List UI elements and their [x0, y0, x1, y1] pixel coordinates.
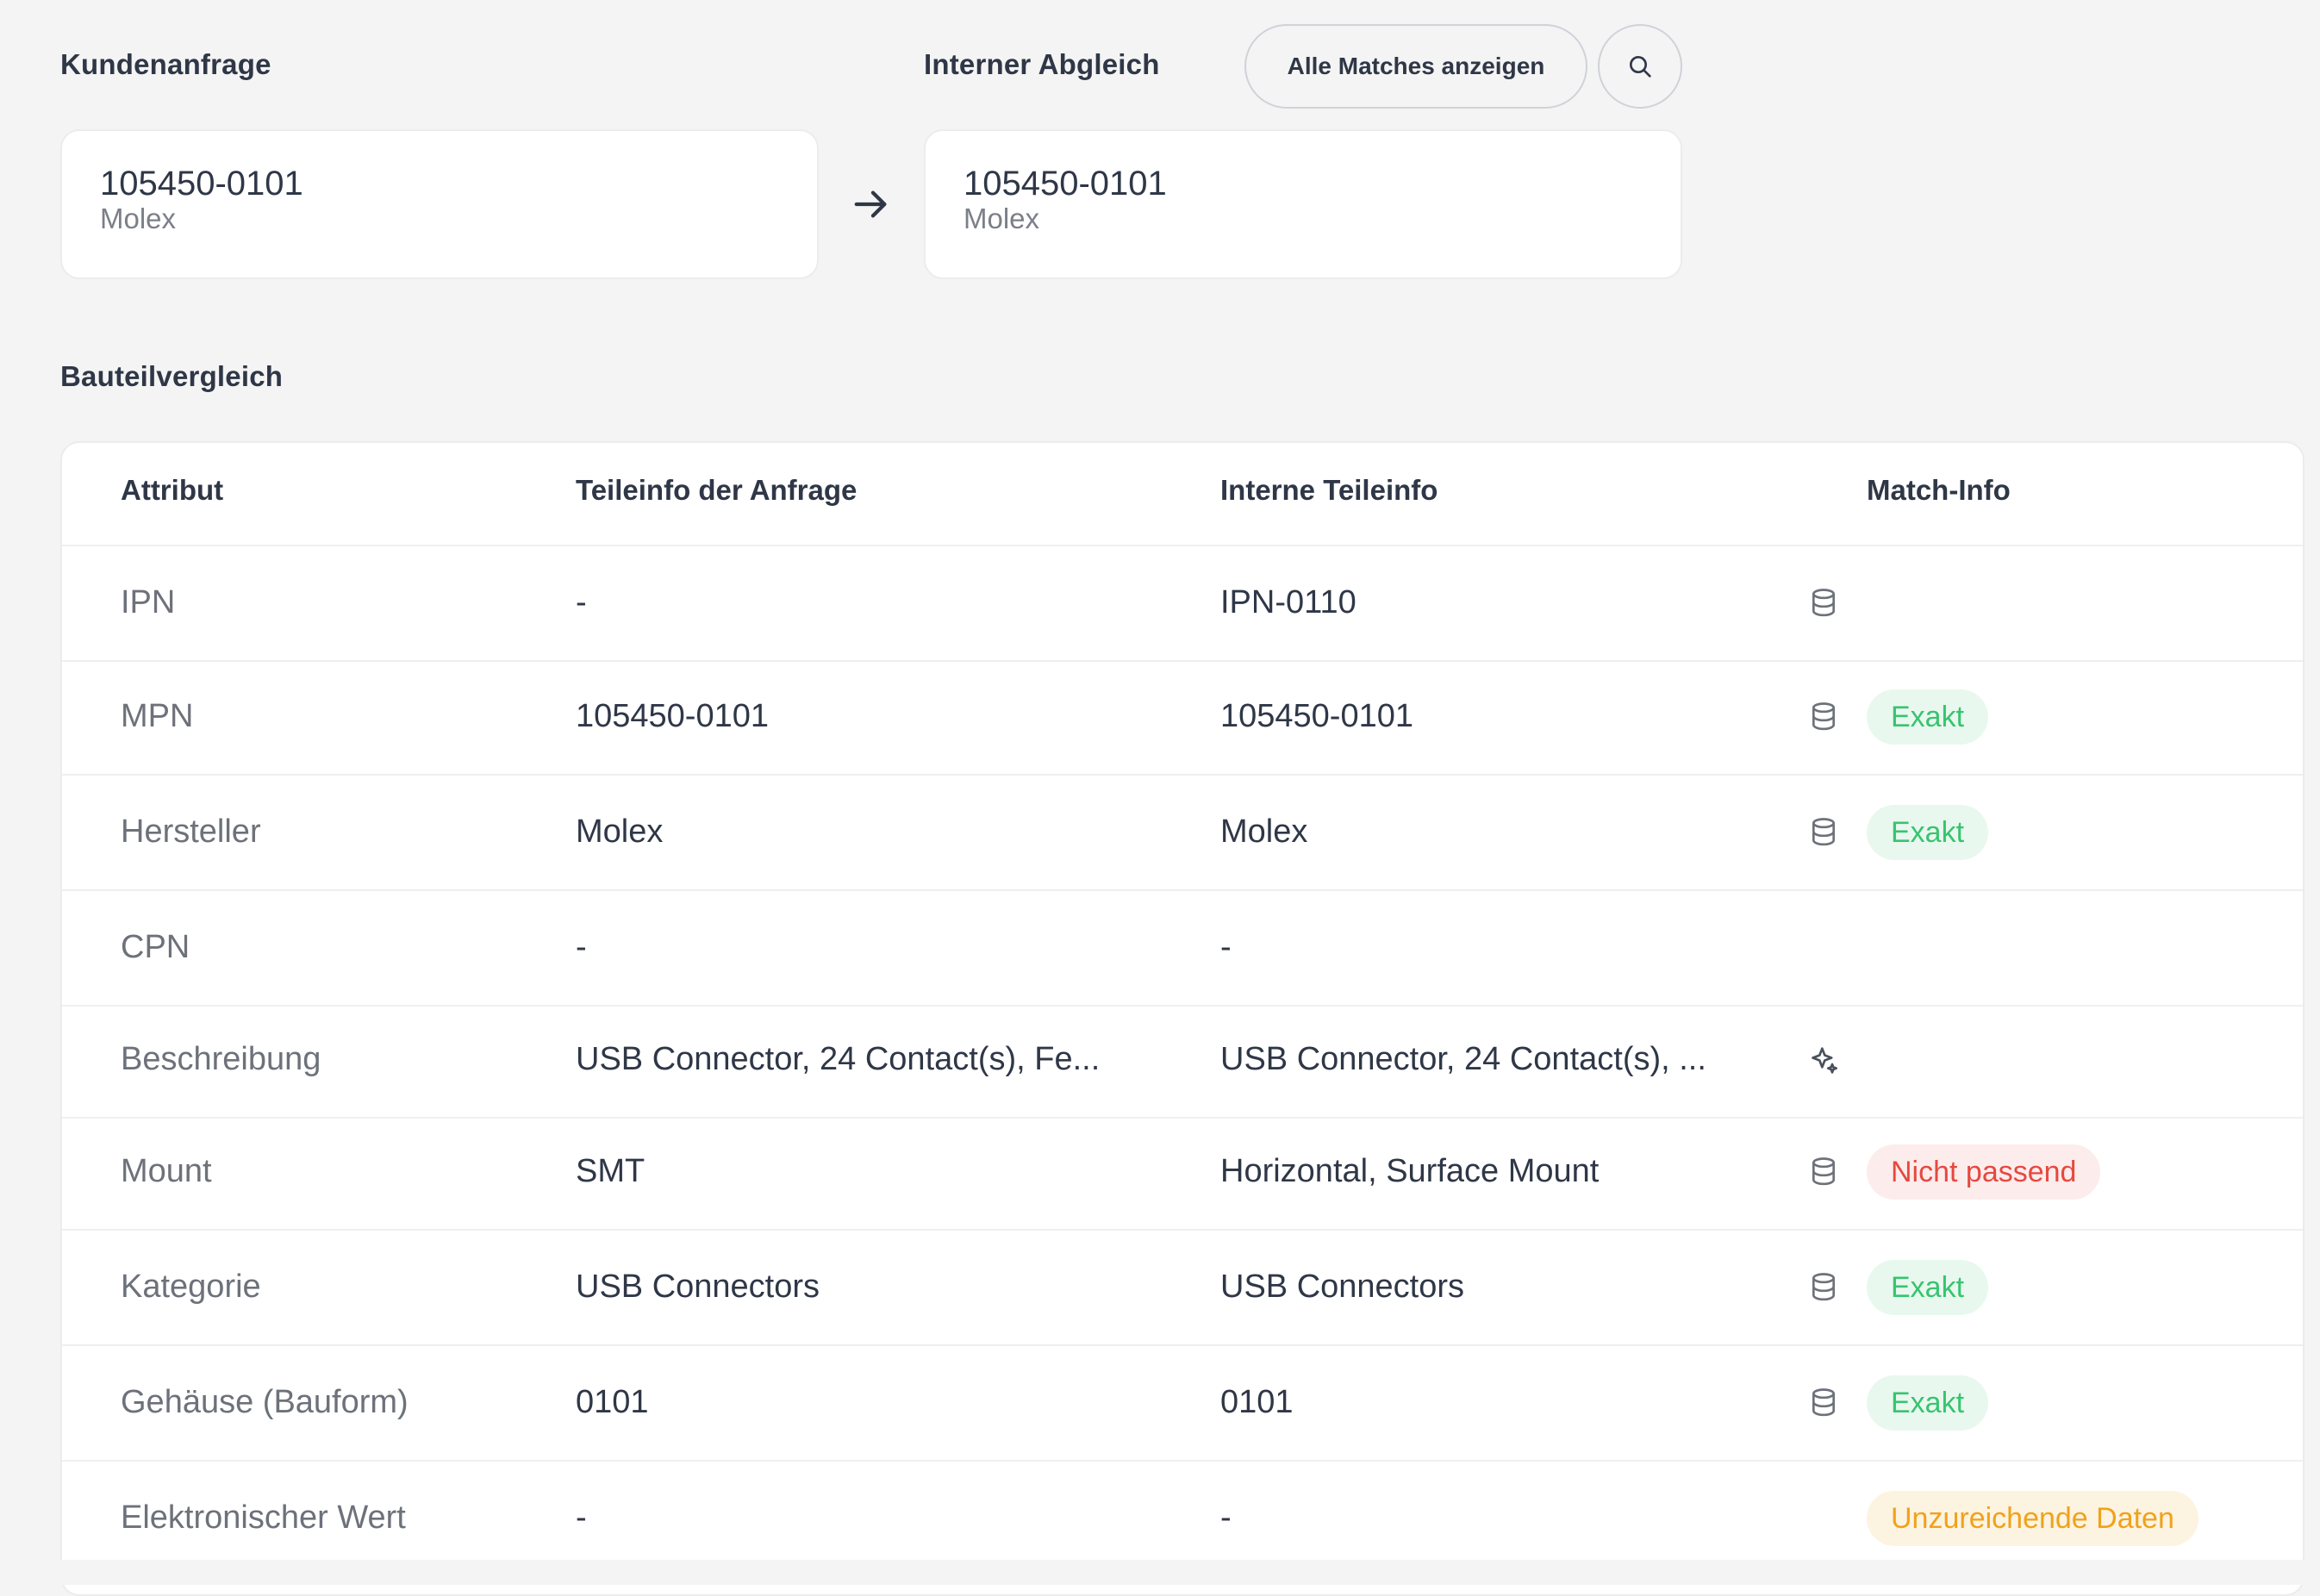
cell-request-info: 0101 [576, 1384, 649, 1420]
table-row[interactable]: MPN 105450-0101 105450-0101 Exakt [62, 660, 2303, 776]
cell-internal-info: USB Connectors [1220, 1269, 1465, 1305]
cell-attribute: IPN [121, 584, 176, 620]
table-row[interactable]: Beschreibung USB Connector, 24 Contact(s)… [62, 1003, 2303, 1119]
match-status-badge: Exakt [1867, 1260, 1989, 1315]
match-status-badge: Nicht passend [1867, 1144, 2101, 1200]
cell-internal-info: 105450-0101 [1220, 698, 1413, 734]
cell-request-info: SMT [576, 1153, 645, 1189]
cell-internal-info: - [1220, 1499, 1232, 1536]
database-icon [1806, 815, 1841, 850]
table-row[interactable]: Mount SMT Horizontal, Surface Mount Nicht p… [62, 1115, 2303, 1231]
search-button[interactable] [1598, 24, 1682, 109]
sparkle-icon [1806, 1043, 1841, 1077]
internal-part-number: 105450-0101 [964, 165, 1167, 203]
column-header-request-info: Teileinfo der Anfrage [576, 474, 858, 506]
search-icon [1630, 56, 1651, 78]
comparison-title: Bauteilvergleich [60, 360, 284, 392]
cell-attribute: Beschreibung [121, 1041, 321, 1077]
cell-internal-info: - [1220, 929, 1232, 965]
column-header-attribute: Attribut [121, 474, 224, 506]
cell-attribute: Elektronischer Wert [121, 1499, 406, 1536]
comparison-table: Attribut Teileinfo der Anfrage Interne T… [60, 441, 2304, 1596]
arrow-right-icon [854, 190, 887, 218]
customer-request-label: Kundenanfrage [60, 48, 271, 80]
table-header: Attribut Teileinfo der Anfrage Interne T… [62, 443, 2303, 546]
database-icon [1806, 586, 1841, 620]
cell-request-info: USB Connector, 24 Contact(s), Fe... [576, 1041, 1101, 1077]
database-icon [1806, 700, 1841, 734]
cell-internal-info: Molex [1220, 814, 1308, 850]
cell-request-info: - [576, 584, 587, 620]
table-row[interactable]: IPN - IPN-0110 [62, 546, 2303, 662]
cell-request-info: Molex [576, 814, 664, 850]
cell-request-info: - [576, 929, 587, 965]
show-all-matches-button[interactable]: Alle Matches anzeigen [1244, 24, 1587, 109]
internal-part-manufacturer: Molex [964, 203, 1040, 234]
cell-attribute: CPN [121, 929, 190, 965]
match-status-badge: Exakt [1867, 1375, 1989, 1431]
column-header-match-info: Match-Info [1867, 474, 2011, 506]
cell-attribute: Kategorie [121, 1269, 261, 1305]
cell-internal-info: IPN-0110 [1220, 584, 1356, 620]
cell-request-info: - [576, 1499, 587, 1536]
internal-part-card[interactable]: 105450-0101 Molex [924, 129, 1682, 279]
match-status-badge: Exakt [1867, 805, 1989, 860]
table-row[interactable]: Hersteller Molex Molex Exakt [62, 776, 2303, 891]
cell-internal-info: Horizontal, Surface Mount [1220, 1153, 1600, 1189]
cell-attribute: Hersteller [121, 814, 261, 850]
match-status-badge: Unzureichende Daten [1867, 1491, 2198, 1546]
match-status-badge: Exakt [1867, 689, 1989, 745]
cell-attribute: Gehäuse (Bauform) [121, 1384, 408, 1420]
table-row[interactable]: Kategorie USB Connectors USB Connectors Exa… [62, 1231, 2303, 1346]
customer-part-manufacturer: Molex [100, 203, 177, 234]
database-icon [1806, 1155, 1841, 1189]
customer-part-card[interactable]: 105450-0101 Molex [60, 129, 819, 279]
internal-match-label: Interner Abgleich [924, 48, 1160, 80]
cell-attribute: MPN [121, 698, 194, 734]
cell-request-info: 105450-0101 [576, 698, 769, 734]
table-row[interactable]: Gehäuse (Bauform) 0101 0101 Exakt [62, 1346, 2303, 1462]
cell-internal-info: 0101 [1220, 1384, 1294, 1420]
customer-part-number: 105450-0101 [100, 165, 303, 203]
table-row[interactable]: CPN - - [62, 891, 2303, 1007]
database-icon [1806, 1270, 1841, 1305]
cell-attribute: Mount [121, 1153, 212, 1189]
cell-request-info: USB Connectors [576, 1269, 820, 1305]
cell-internal-info: USB Connector, 24 Contact(s), ... [1220, 1041, 1706, 1077]
database-icon [1806, 1386, 1841, 1420]
page-bottom-strip [0, 1560, 2320, 1585]
table-row[interactable]: Elektronischer Wert - - Unzureichende Daten [62, 1462, 2303, 1575]
column-header-internal-info: Interne Teileinfo [1220, 474, 1438, 506]
